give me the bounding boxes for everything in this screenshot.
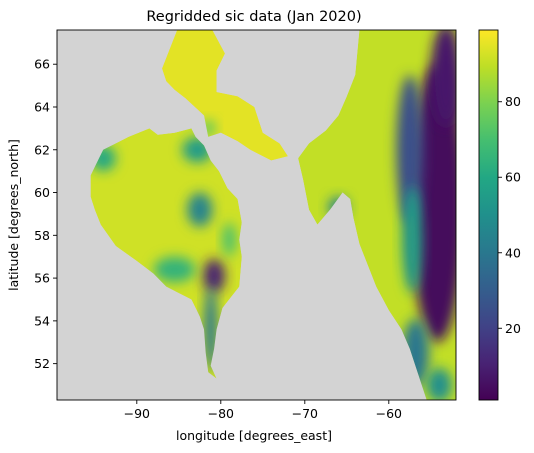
colorbar xyxy=(479,30,498,400)
concentration-patch-hudson-bay-4 xyxy=(153,256,196,283)
x-tick-label: −90 xyxy=(124,406,150,421)
concentration-patch-davis-labrador-2 xyxy=(396,74,424,225)
x-axis: −90 −80 −70 −60 xyxy=(124,400,402,421)
colorbar-tick-label: 40 xyxy=(505,245,521,260)
concentration-patch-hudson-bay-0 xyxy=(203,258,225,294)
y-tick-label: 58 xyxy=(34,228,50,243)
y-tick-label: 62 xyxy=(34,142,50,157)
colorbar-tick-label: 20 xyxy=(505,321,521,336)
x-axis-label: longitude [degrees_east] xyxy=(176,428,332,443)
colorbar-axis: 20 40 60 80 xyxy=(498,94,521,336)
y-tick-label: 54 xyxy=(34,313,50,328)
y-axis: 52 54 56 58 60 62 64 66 xyxy=(34,57,57,371)
colorbar-frame xyxy=(478,29,499,401)
y-tick-label: 56 xyxy=(34,271,50,286)
region-davis-labrador xyxy=(298,30,456,400)
y-axis-label: latitude [degrees_north] xyxy=(6,139,21,291)
x-tick-label: −80 xyxy=(208,406,234,421)
concentration-patch-davis-labrador-1 xyxy=(430,30,456,127)
y-tick-label: 60 xyxy=(34,185,50,200)
x-tick-label: −70 xyxy=(292,406,318,421)
chart-title: Regridded sic data (Jan 2020) xyxy=(146,9,361,25)
concentration-patch-davis-labrador-5 xyxy=(426,367,452,400)
y-tick-label: 64 xyxy=(34,99,50,114)
y-tick-label: 66 xyxy=(34,57,50,72)
heatmap-layer xyxy=(90,30,456,400)
region-hudson-bay xyxy=(90,128,242,379)
x-tick-label: −60 xyxy=(376,406,402,421)
y-tick-label: 52 xyxy=(34,356,50,371)
colorbar-tick-label: 80 xyxy=(505,94,521,109)
concentration-patch-davis-labrador-0 xyxy=(410,64,456,343)
region-fill-foxe-channel xyxy=(162,30,288,161)
concentration-patch-hudson-bay-6 xyxy=(222,222,236,257)
colorbar-tick-label: 60 xyxy=(505,170,521,185)
region-fill-hudson-bay xyxy=(90,128,242,379)
plot-frame xyxy=(56,29,457,401)
concentration-patch-hudson-bay-2 xyxy=(187,192,213,227)
concentration-patch-davis-labrador-4 xyxy=(402,186,423,294)
